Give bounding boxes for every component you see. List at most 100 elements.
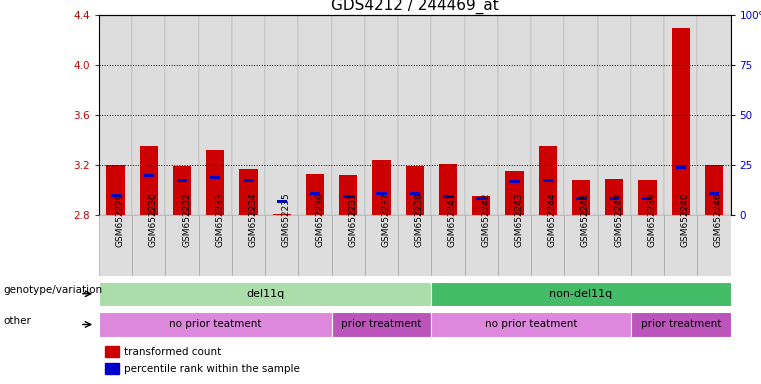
Bar xyxy=(332,15,365,215)
Text: prior treatment: prior treatment xyxy=(641,319,721,329)
Bar xyxy=(144,174,154,177)
Text: GSM652247: GSM652247 xyxy=(614,193,623,247)
Title: GDS4212 / 244469_at: GDS4212 / 244469_at xyxy=(331,0,498,14)
Text: GSM652229: GSM652229 xyxy=(116,193,125,247)
Bar xyxy=(99,215,132,276)
Bar xyxy=(240,169,258,215)
Bar xyxy=(609,197,619,200)
Bar xyxy=(664,215,697,276)
Bar xyxy=(543,179,552,182)
Bar xyxy=(631,313,731,336)
Text: no prior teatment: no prior teatment xyxy=(485,319,578,329)
Bar xyxy=(505,171,524,215)
Bar xyxy=(439,164,457,215)
Bar xyxy=(332,215,365,276)
Bar xyxy=(572,180,590,215)
Bar xyxy=(298,15,332,215)
Text: GSM652243: GSM652243 xyxy=(514,193,524,247)
Bar xyxy=(140,146,158,215)
Bar xyxy=(232,15,265,215)
Bar xyxy=(638,180,657,215)
Text: GSM652241: GSM652241 xyxy=(448,193,457,247)
Bar xyxy=(509,180,520,183)
Bar xyxy=(132,215,165,276)
Bar xyxy=(99,15,132,215)
Bar xyxy=(232,215,265,276)
Bar xyxy=(365,215,398,276)
Text: non-del11q: non-del11q xyxy=(549,289,613,299)
Text: GSM652237: GSM652237 xyxy=(381,193,390,247)
Bar xyxy=(105,363,119,374)
Bar xyxy=(339,175,358,215)
Bar xyxy=(472,196,490,215)
Text: GSM652230: GSM652230 xyxy=(149,193,158,247)
Bar xyxy=(99,313,332,336)
Text: other: other xyxy=(4,316,32,326)
Bar xyxy=(705,165,723,215)
Bar xyxy=(409,192,420,195)
Bar xyxy=(531,15,565,215)
Bar xyxy=(664,15,697,215)
Bar xyxy=(310,192,320,195)
Bar xyxy=(165,15,199,215)
Bar xyxy=(332,313,431,336)
Text: GSM652238: GSM652238 xyxy=(415,193,424,247)
Text: GSM652233: GSM652233 xyxy=(215,193,224,247)
Bar xyxy=(498,215,531,276)
Bar xyxy=(465,15,498,215)
Bar xyxy=(398,15,431,215)
Bar xyxy=(576,197,586,200)
Bar xyxy=(539,146,557,215)
Text: prior treatment: prior treatment xyxy=(342,319,422,329)
Bar xyxy=(298,215,332,276)
Bar xyxy=(277,200,287,203)
Bar xyxy=(631,215,664,276)
Bar xyxy=(605,179,623,215)
Text: GSM652231: GSM652231 xyxy=(349,193,357,247)
Text: GSM652235: GSM652235 xyxy=(282,193,291,247)
Bar xyxy=(642,197,652,200)
Bar xyxy=(431,215,465,276)
Bar xyxy=(177,179,187,182)
Bar xyxy=(372,160,390,215)
Bar xyxy=(306,174,324,215)
Bar xyxy=(398,215,431,276)
Bar xyxy=(132,15,165,215)
Bar xyxy=(565,15,597,215)
Bar xyxy=(165,215,199,276)
Bar xyxy=(377,192,387,195)
Bar xyxy=(199,215,232,276)
Text: transformed count: transformed count xyxy=(124,347,221,357)
Text: GSM652240: GSM652240 xyxy=(680,193,689,247)
Bar xyxy=(597,215,631,276)
Bar xyxy=(631,15,664,215)
Bar xyxy=(709,192,719,195)
Bar xyxy=(272,214,291,215)
Bar xyxy=(173,166,191,215)
Bar xyxy=(431,313,631,336)
Bar xyxy=(498,15,531,215)
Bar xyxy=(99,282,431,306)
Text: del11q: del11q xyxy=(246,289,285,299)
Bar xyxy=(431,282,731,306)
Text: GSM652239: GSM652239 xyxy=(648,193,657,247)
Bar xyxy=(443,195,453,198)
Bar xyxy=(265,15,298,215)
Bar xyxy=(697,15,731,215)
Bar xyxy=(110,194,120,197)
Bar xyxy=(107,165,125,215)
Bar xyxy=(343,195,353,198)
Bar xyxy=(206,150,224,215)
Bar xyxy=(199,15,232,215)
Bar xyxy=(210,176,221,179)
Text: GSM652246: GSM652246 xyxy=(714,193,723,247)
Text: GSM652232: GSM652232 xyxy=(182,193,191,247)
Bar xyxy=(265,215,298,276)
Text: GSM652236: GSM652236 xyxy=(315,193,324,247)
Bar xyxy=(676,166,686,169)
Bar xyxy=(465,215,498,276)
Text: GSM652244: GSM652244 xyxy=(548,193,557,247)
Bar xyxy=(597,15,631,215)
Text: GSM652234: GSM652234 xyxy=(249,193,257,247)
Bar xyxy=(531,215,565,276)
